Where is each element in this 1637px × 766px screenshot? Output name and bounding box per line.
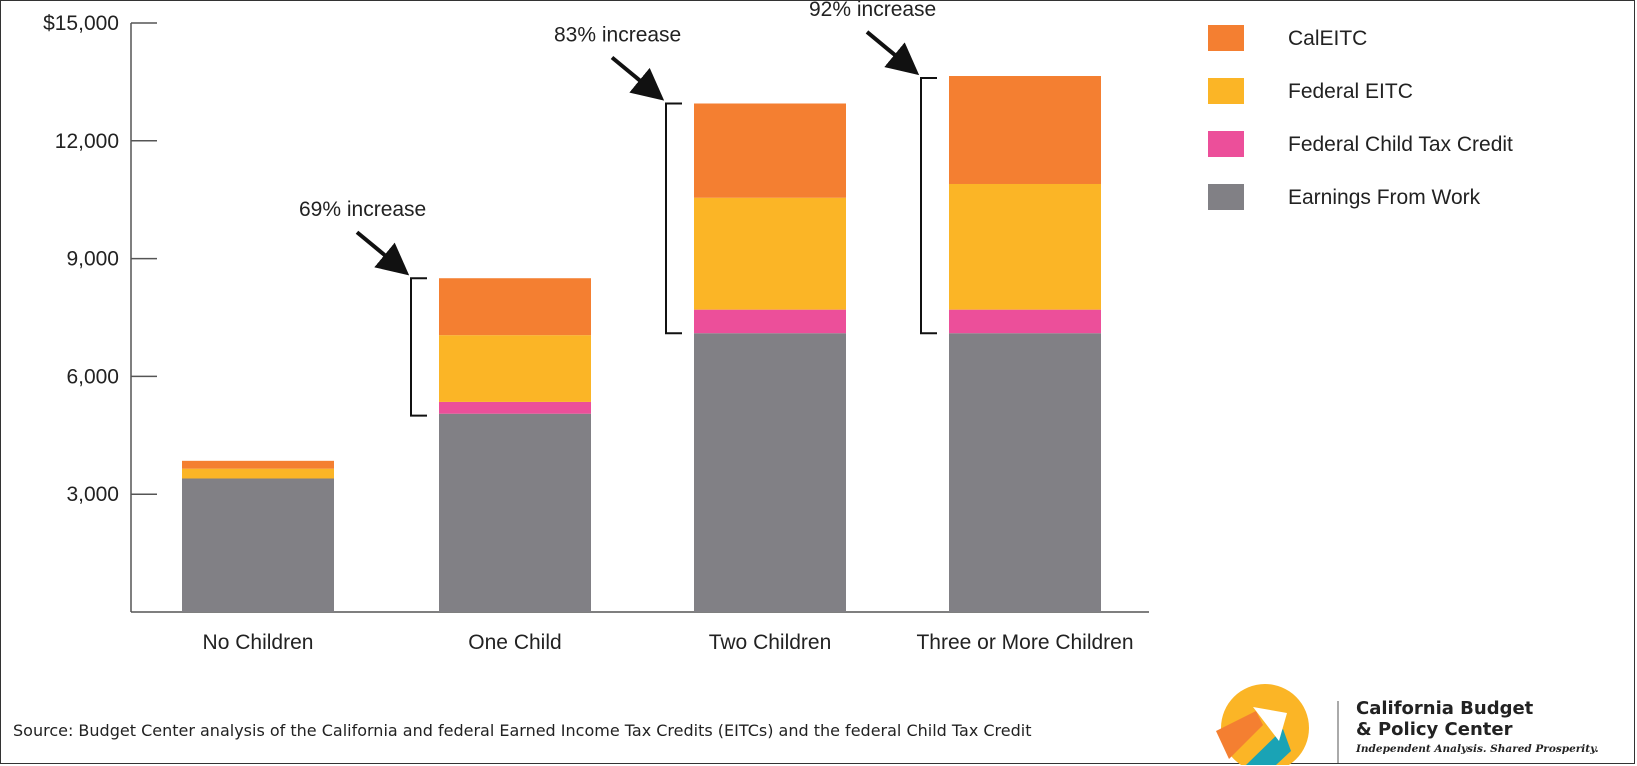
annotation-arrow [865, 30, 920, 76]
bar-earnings-from-work [182, 478, 334, 612]
y-tick-label: 9,000 [66, 248, 119, 271]
logo-arrow-head [1253, 707, 1287, 741]
bar-earnings-from-work [439, 413, 591, 612]
bars: No Children One Child Two Children Three or… [182, 76, 1134, 654]
bar-caleitc [439, 278, 591, 336]
source-note: Source: Budget Center analysis of the Ca… [13, 721, 1032, 740]
bar-federal-child-tax-credit [949, 309, 1101, 334]
bar-federal-eitc [949, 183, 1101, 310]
annotation-arrow [610, 55, 665, 101]
bar-federal-child-tax-credit [694, 309, 846, 334]
logo-mark-icon [1216, 684, 1339, 765]
bar-federal-eitc [182, 468, 334, 479]
annotation-label: 69% increase [299, 198, 426, 221]
increase-bracket [665, 102, 682, 335]
legend-label-federal-child-tax-credit: Federal Child Tax Credit [1288, 133, 1513, 156]
annotation-label: 92% increase [809, 1, 936, 21]
bar-caleitc [949, 76, 1101, 184]
legend-swatch-federal-child-tax-credit [1208, 131, 1244, 157]
bar-federal-eitc [439, 335, 591, 402]
x-tick-label: Three or More Children [916, 631, 1133, 654]
legend-label-caleitc: CalEITC [1288, 27, 1367, 50]
legend: CalEITC Federal EITC Federal Child Tax Cre… [1208, 25, 1513, 210]
logo-tagline: Independent Analysis. Shared Prosperity. [1356, 743, 1599, 755]
increase-bracket [410, 277, 427, 417]
legend-swatch-caleitc [1208, 25, 1244, 51]
legend-label-earnings-from-work: Earnings From Work [1288, 186, 1481, 209]
bar-caleitc [182, 460, 334, 469]
x-tick-label: One Child [468, 631, 561, 654]
increase-bracket [920, 76, 937, 335]
legend-swatch-federal-eitc [1208, 78, 1244, 104]
bar-earnings-from-work [694, 333, 846, 612]
y-tick-label: 3,000 [66, 483, 119, 506]
bar-earnings-from-work [949, 333, 1101, 612]
bar-federal-child-tax-credit [439, 401, 591, 414]
legend-label-federal-eitc: Federal EITC [1288, 80, 1413, 103]
bar-federal-eitc [694, 197, 846, 310]
annotation-label: 83% increase [554, 23, 681, 46]
logo-text: California Budget & Policy Center Indepe… [1356, 698, 1599, 755]
y-tick-label: $15,000 [43, 12, 119, 35]
x-tick-label: No Children [203, 631, 314, 654]
bar-caleitc [694, 103, 846, 198]
logo-line2: & Policy Center [1356, 719, 1513, 740]
x-tick-label: Two Children [709, 631, 832, 654]
logo-arrow-orange [1216, 711, 1263, 759]
annotation-arrow [355, 230, 410, 276]
y-tick-label: 6,000 [66, 365, 119, 388]
legend-swatch-earnings-from-work [1208, 184, 1244, 210]
y-tick-label: 12,000 [55, 130, 119, 153]
annotations: 69% increase 83% increase 92% increase [299, 1, 937, 417]
logo-line1: California Budget [1356, 698, 1534, 719]
